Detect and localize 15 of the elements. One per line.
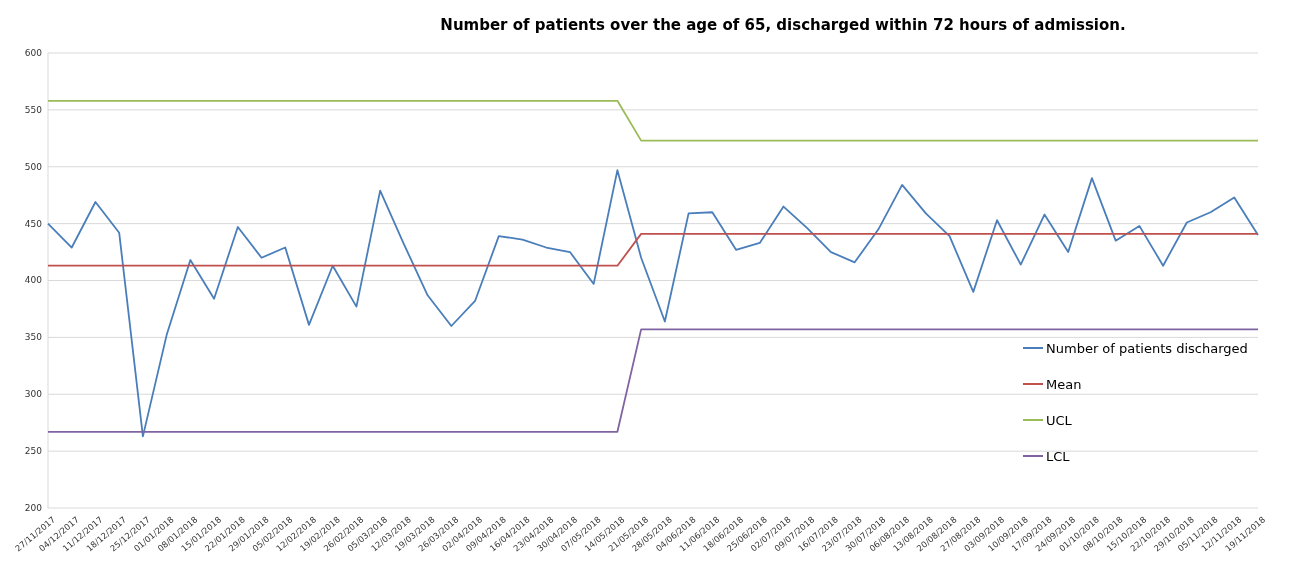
- y-tick-label: 450: [24, 218, 43, 229]
- line-series: [47, 169, 1259, 438]
- y-tick-label: 500: [24, 161, 43, 172]
- legend-label: Number of patients discharged: [1046, 340, 1248, 356]
- y-tick-label: 200: [24, 502, 43, 513]
- y-tick-label: 350: [24, 332, 43, 343]
- y-tick-label: 400: [24, 275, 43, 286]
- legend-label: UCL: [1046, 412, 1073, 428]
- legend-label: LCL: [1046, 448, 1071, 464]
- y-tick-label: 600: [24, 47, 43, 58]
- y-tick-label: 550: [24, 104, 43, 115]
- legend-label: Mean: [1046, 376, 1082, 392]
- y-tick-label: 250: [24, 446, 43, 457]
- y-tick-label: 300: [24, 389, 43, 400]
- chart-title: Number of patients over the age of 65, discharged within 72 hours of admission.: [440, 16, 1126, 34]
